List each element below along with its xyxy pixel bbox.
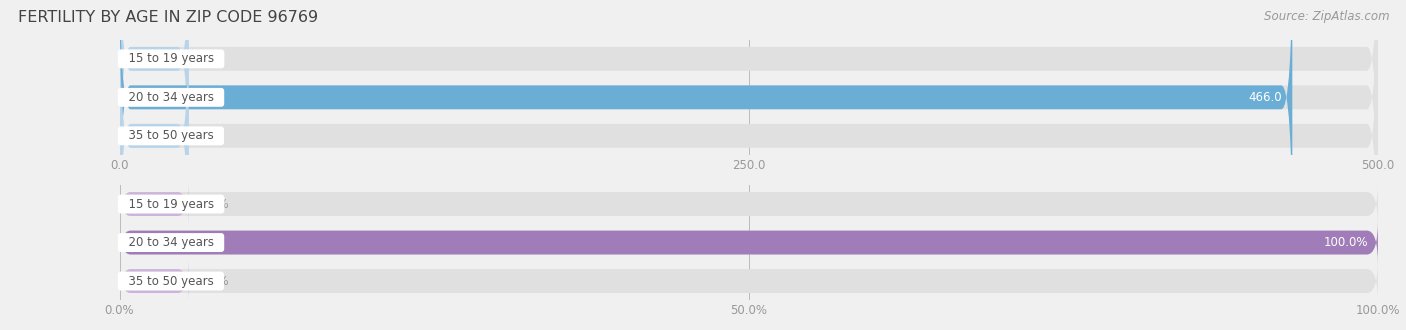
Text: FERTILITY BY AGE IN ZIP CODE 96769: FERTILITY BY AGE IN ZIP CODE 96769: [18, 10, 318, 25]
Text: 0.0%: 0.0%: [198, 198, 228, 211]
FancyBboxPatch shape: [120, 0, 1378, 252]
Text: 466.0: 466.0: [1249, 91, 1282, 104]
Text: 15 to 19 years: 15 to 19 years: [121, 52, 221, 65]
Text: 0.0: 0.0: [198, 52, 218, 65]
Text: 100.0%: 100.0%: [1323, 236, 1368, 249]
Text: 20 to 34 years: 20 to 34 years: [121, 236, 221, 249]
Text: 0.0: 0.0: [198, 129, 218, 142]
FancyBboxPatch shape: [120, 0, 1378, 214]
FancyBboxPatch shape: [120, 221, 1378, 264]
FancyBboxPatch shape: [120, 0, 1292, 252]
FancyBboxPatch shape: [120, 0, 188, 291]
FancyBboxPatch shape: [120, 221, 1378, 264]
Text: 15 to 19 years: 15 to 19 years: [121, 198, 221, 211]
FancyBboxPatch shape: [120, 0, 188, 214]
FancyBboxPatch shape: [120, 182, 1378, 225]
Text: 35 to 50 years: 35 to 50 years: [121, 129, 221, 142]
Text: 35 to 50 years: 35 to 50 years: [121, 275, 221, 287]
FancyBboxPatch shape: [120, 260, 188, 303]
Text: Source: ZipAtlas.com: Source: ZipAtlas.com: [1264, 10, 1389, 23]
FancyBboxPatch shape: [120, 260, 1378, 303]
FancyBboxPatch shape: [120, 0, 1378, 291]
FancyBboxPatch shape: [120, 182, 188, 225]
Text: 20 to 34 years: 20 to 34 years: [121, 91, 221, 104]
Text: 0.0%: 0.0%: [198, 275, 228, 287]
